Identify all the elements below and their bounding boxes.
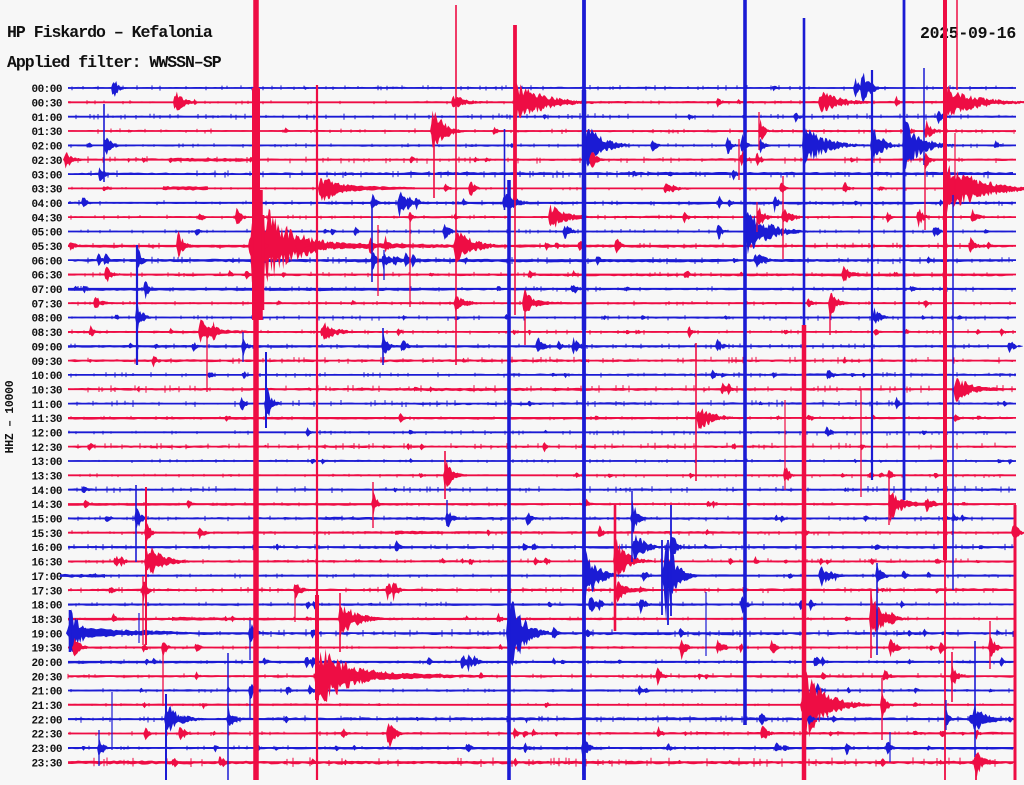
svg-text:14:30: 14:30	[31, 500, 62, 512]
svg-text:20:00: 20:00	[31, 658, 62, 670]
svg-text:23:00: 23:00	[31, 744, 62, 756]
svg-text:20:30: 20:30	[31, 672, 62, 684]
svg-text:01:00: 01:00	[31, 113, 62, 125]
svg-text:Applied filter: WWSSN–SP: Applied filter: WWSSN–SP	[7, 53, 222, 72]
svg-text:10:30: 10:30	[31, 385, 62, 397]
svg-text:00:30: 00:30	[31, 99, 62, 111]
svg-text:06:00: 06:00	[31, 256, 62, 268]
svg-text:02:30: 02:30	[31, 156, 62, 168]
svg-text:06:30: 06:30	[31, 271, 62, 283]
svg-text:03:00: 03:00	[31, 170, 62, 182]
svg-text:16:30: 16:30	[31, 558, 62, 570]
svg-text:17:30: 17:30	[31, 586, 62, 598]
svg-text:08:30: 08:30	[31, 328, 62, 340]
svg-text:13:30: 13:30	[31, 472, 62, 484]
svg-text:2025-09-16: 2025-09-16	[920, 24, 1016, 43]
svg-text:15:00: 15:00	[31, 515, 62, 527]
svg-text:04:00: 04:00	[31, 199, 62, 211]
svg-text:22:30: 22:30	[31, 730, 62, 742]
svg-text:HHZ – 10000: HHZ – 10000	[4, 380, 17, 453]
svg-text:14:00: 14:00	[31, 486, 62, 498]
svg-text:22:00: 22:00	[31, 715, 62, 727]
svg-text:15:30: 15:30	[31, 529, 62, 541]
svg-text:16:00: 16:00	[31, 543, 62, 555]
svg-text:02:00: 02:00	[31, 142, 62, 154]
svg-text:18:00: 18:00	[31, 601, 62, 613]
svg-text:13:00: 13:00	[31, 457, 62, 469]
svg-text:21:00: 21:00	[31, 687, 62, 699]
svg-text:07:00: 07:00	[31, 285, 62, 297]
svg-text:11:00: 11:00	[31, 400, 62, 412]
svg-text:19:30: 19:30	[31, 644, 62, 656]
svg-text:03:30: 03:30	[31, 185, 62, 197]
svg-text:01:30: 01:30	[31, 127, 62, 139]
svg-text:12:00: 12:00	[31, 429, 62, 441]
svg-text:04:30: 04:30	[31, 213, 62, 225]
svg-text:12:30: 12:30	[31, 443, 62, 455]
svg-text:11:30: 11:30	[31, 414, 62, 426]
svg-text:09:00: 09:00	[31, 342, 62, 354]
svg-text:19:00: 19:00	[31, 629, 62, 641]
svg-text:10:00: 10:00	[31, 371, 62, 383]
svg-text:00:00: 00:00	[31, 84, 62, 96]
svg-text:07:30: 07:30	[31, 299, 62, 311]
svg-text:05:00: 05:00	[31, 228, 62, 240]
svg-text:05:30: 05:30	[31, 242, 62, 254]
svg-text:17:00: 17:00	[31, 572, 62, 584]
svg-text:21:30: 21:30	[31, 701, 62, 713]
svg-text:09:30: 09:30	[31, 357, 62, 369]
svg-text:08:00: 08:00	[31, 314, 62, 326]
svg-text:23:30: 23:30	[31, 758, 62, 770]
svg-text:18:30: 18:30	[31, 615, 62, 627]
svg-text:HP Fiskardo – Kefalonia: HP Fiskardo – Kefalonia	[7, 23, 213, 42]
